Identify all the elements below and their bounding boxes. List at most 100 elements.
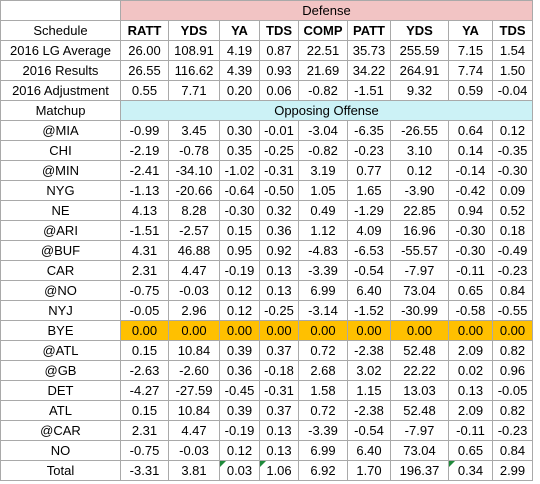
row-label-cell[interactable]: NE: [0, 200, 121, 221]
value-cell[interactable]: -3.04: [298, 120, 348, 141]
value-cell[interactable]: 0.84: [491, 440, 534, 461]
row-label-cell[interactable]: DET: [0, 380, 121, 401]
column-header-rush-yds[interactable]: YDS: [168, 20, 220, 41]
value-cell[interactable]: 2.68: [298, 360, 348, 381]
value-cell[interactable]: -0.03: [168, 280, 220, 301]
value-cell[interactable]: 0.00: [120, 320, 169, 341]
value-cell[interactable]: -0.14: [448, 160, 493, 181]
value-cell[interactable]: 2.96: [168, 300, 220, 321]
value-cell[interactable]: 4.47: [168, 420, 220, 441]
value-cell[interactable]: -1.02: [219, 160, 260, 181]
value-cell[interactable]: 73.04: [390, 440, 449, 461]
value-cell[interactable]: -0.30: [448, 240, 493, 261]
row-label-cell[interactable]: NO: [0, 440, 121, 461]
value-cell[interactable]: -1.29: [347, 200, 391, 221]
value-cell[interactable]: 0.13: [259, 420, 299, 441]
value-cell[interactable]: 0.64: [448, 120, 493, 141]
value-cell[interactable]: 26.55: [120, 60, 169, 81]
value-cell[interactable]: 16.96: [390, 220, 449, 241]
value-cell[interactable]: -0.75: [120, 440, 169, 461]
value-cell[interactable]: 8.28: [168, 200, 220, 221]
value-cell[interactable]: -7.97: [390, 420, 449, 441]
value-cell[interactable]: -0.58: [448, 300, 493, 321]
value-cell[interactable]: 0.65: [448, 440, 493, 461]
row-label-cell[interactable]: @CAR: [0, 420, 121, 441]
value-cell[interactable]: -3.39: [298, 420, 348, 441]
value-cell[interactable]: 4.31: [120, 240, 169, 261]
value-cell[interactable]: 52.48: [390, 340, 449, 361]
value-cell[interactable]: -0.23: [491, 260, 534, 281]
value-cell[interactable]: -0.19: [219, 260, 260, 281]
value-cell[interactable]: 3.45: [168, 120, 220, 141]
value-cell[interactable]: -0.30: [448, 220, 493, 241]
value-cell[interactable]: 7.71: [168, 80, 220, 101]
value-cell[interactable]: 0.00: [491, 320, 534, 341]
value-cell[interactable]: -0.99: [120, 120, 169, 141]
value-cell[interactable]: -2.57: [168, 220, 220, 241]
value-cell[interactable]: 3.02: [347, 360, 391, 381]
column-header-rush-tds[interactable]: TDS: [259, 20, 299, 41]
value-cell[interactable]: 0.12: [219, 440, 260, 461]
value-cell[interactable]: -0.11: [448, 420, 493, 441]
value-cell[interactable]: -0.54: [347, 420, 391, 441]
value-cell[interactable]: 0.82: [491, 340, 534, 361]
value-cell[interactable]: -0.75: [120, 280, 169, 301]
value-cell[interactable]: 26.00: [120, 40, 169, 61]
value-cell[interactable]: 116.62: [168, 60, 220, 81]
value-cell[interactable]: 0.87: [259, 40, 299, 61]
value-cell[interactable]: 0.00: [347, 320, 391, 341]
value-cell[interactable]: -1.51: [120, 220, 169, 241]
column-header-patt[interactable]: PATT: [347, 20, 391, 41]
value-cell[interactable]: -0.64: [219, 180, 260, 201]
row-label-cell[interactable]: @MIN: [0, 160, 121, 181]
defense-band-header[interactable]: Defense: [119, 0, 534, 21]
value-cell[interactable]: 3.81: [168, 460, 220, 481]
value-cell[interactable]: 2.09: [448, 340, 493, 361]
value-cell[interactable]: 0.15: [219, 220, 260, 241]
value-cell[interactable]: -2.19: [120, 140, 169, 161]
value-cell[interactable]: -0.04: [491, 80, 534, 101]
value-cell[interactable]: -6.35: [347, 120, 391, 141]
value-cell[interactable]: 0.15: [120, 400, 169, 421]
value-cell[interactable]: 0.13: [259, 280, 299, 301]
row-label-cell[interactable]: @MIA: [0, 120, 121, 141]
value-cell[interactable]: 0.55: [120, 80, 169, 101]
value-cell[interactable]: -0.82: [298, 140, 348, 161]
value-cell[interactable]: -0.82: [298, 80, 348, 101]
value-cell[interactable]: 0.20: [219, 80, 260, 101]
value-cell[interactable]: 6.40: [347, 280, 391, 301]
value-cell[interactable]: -0.31: [259, 160, 299, 181]
value-cell[interactable]: 0.02: [448, 360, 493, 381]
value-cell[interactable]: 6.40: [347, 440, 391, 461]
value-cell[interactable]: -0.25: [259, 300, 299, 321]
value-cell[interactable]: -0.42: [448, 180, 493, 201]
value-cell[interactable]: 10.84: [168, 340, 220, 361]
row-label-cell[interactable]: NYJ: [0, 300, 121, 321]
value-cell[interactable]: 6.92: [298, 460, 348, 481]
value-cell[interactable]: -2.63: [120, 360, 169, 381]
opposing-offense-band-header[interactable]: Opposing Offense: [119, 100, 534, 121]
value-cell[interactable]: -0.05: [491, 380, 534, 401]
value-cell[interactable]: 0.93: [259, 60, 299, 81]
value-cell[interactable]: -0.78: [168, 140, 220, 161]
value-cell[interactable]: 0.36: [219, 360, 260, 381]
value-cell[interactable]: 3.10: [390, 140, 449, 161]
value-cell[interactable]: 0.18: [491, 220, 534, 241]
value-cell[interactable]: 0.49: [298, 200, 348, 221]
value-cell[interactable]: 0.95: [219, 240, 260, 261]
value-cell[interactable]: 4.13: [120, 200, 169, 221]
value-cell[interactable]: 1.54: [491, 40, 534, 61]
value-cell[interactable]: -2.41: [120, 160, 169, 181]
value-cell[interactable]: -0.30: [491, 160, 534, 181]
value-cell[interactable]: -0.54: [347, 260, 391, 281]
value-cell[interactable]: 1.70: [347, 460, 391, 481]
value-cell[interactable]: -0.49: [491, 240, 534, 261]
value-cell[interactable]: 0.94: [448, 200, 493, 221]
value-cell[interactable]: -34.10: [168, 160, 220, 181]
value-cell[interactable]: 9.32: [390, 80, 449, 101]
value-cell[interactable]: 0.03: [219, 460, 260, 481]
value-cell[interactable]: -3.90: [390, 180, 449, 201]
value-cell[interactable]: -2.60: [168, 360, 220, 381]
column-header-ratt[interactable]: RATT: [120, 20, 169, 41]
value-cell[interactable]: 0.12: [390, 160, 449, 181]
